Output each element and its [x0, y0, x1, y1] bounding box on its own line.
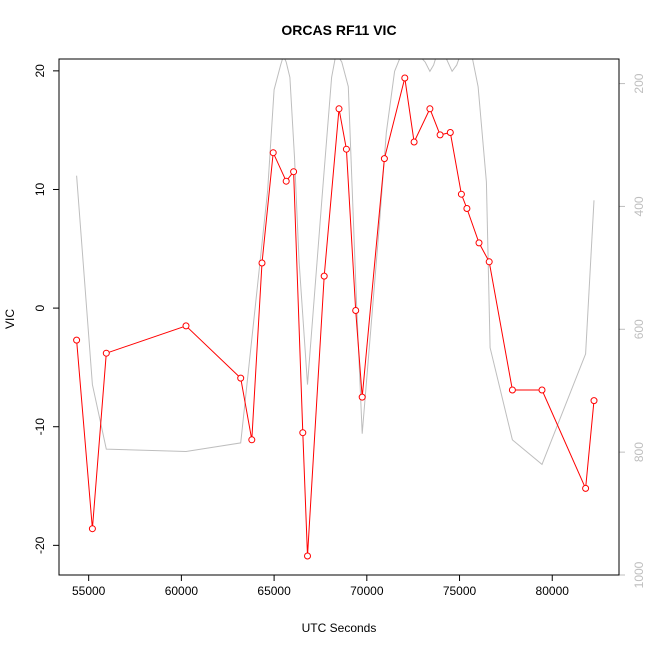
- y-tick-label: -10: [33, 418, 47, 436]
- chart-title: ORCAS RF11 VIC: [281, 22, 396, 38]
- vic-series-line: [76, 77, 595, 557]
- vic-data-point: [358, 393, 366, 401]
- vic-data-point: [352, 307, 360, 314]
- vic-data-point: [436, 131, 444, 139]
- vic-data-point: [485, 258, 493, 266]
- vic-data-point: [290, 168, 298, 176]
- vic-data-point: [463, 205, 471, 212]
- right-y-axis: 200 400 600 800 1000: [619, 73, 646, 588]
- plot-frame: [58, 58, 620, 576]
- series-layer: [73, 59, 598, 560]
- vic-data-point: [335, 105, 343, 113]
- vic-data-point: [73, 336, 81, 344]
- x-axis-label: UTC Seconds: [302, 621, 377, 635]
- right-y-tick-label: 200: [632, 73, 646, 93]
- vic-data-point: [88, 525, 96, 533]
- x-tick-label: 80000: [536, 584, 570, 598]
- x-axis: 55000 60000 65000 70000 75000 80000: [72, 574, 570, 598]
- vic-data-point: [320, 272, 328, 280]
- vic-data-point: [446, 129, 454, 136]
- secondary-series-line: [76, 59, 595, 466]
- vic-data-point: [102, 349, 110, 357]
- vic-data-point: [237, 374, 245, 382]
- x-tick-label: 65000: [257, 584, 291, 598]
- vic-data-point: [258, 259, 266, 267]
- y-tick-label: -20: [33, 536, 47, 554]
- y-tick-label: 20: [33, 64, 47, 78]
- right-y-tick-label: 600: [632, 319, 646, 339]
- right-y-tick-label: 800: [632, 442, 646, 462]
- y-tick-label: 10: [33, 182, 47, 196]
- x-tick-label: 75000: [443, 584, 477, 598]
- vic-data-point: [590, 397, 598, 405]
- vic-data-point: [475, 239, 483, 247]
- vic-data-point: [342, 145, 350, 153]
- vic-data-point: [410, 138, 418, 146]
- vic-data-point: [508, 386, 516, 394]
- y-axis-label: VIC: [3, 309, 17, 329]
- vic-data-point: [282, 177, 290, 185]
- x-tick-label: 55000: [72, 584, 106, 598]
- vic-data-point: [426, 105, 434, 113]
- vic-data-point: [538, 386, 546, 394]
- vic-data-point: [299, 429, 307, 437]
- vic-data-point: [304, 552, 311, 560]
- vic-data-point: [457, 190, 465, 198]
- vic-data-point: [182, 322, 190, 330]
- y-axis: -20 -10 0 10 20: [33, 64, 60, 554]
- vic-data-point: [380, 155, 388, 163]
- y-tick-label: 0: [33, 304, 47, 311]
- vic-data-point: [248, 436, 256, 444]
- vic-data-point: [401, 74, 409, 82]
- right-y-tick-label: 400: [632, 196, 646, 216]
- x-tick-label: 70000: [350, 584, 384, 598]
- vic-data-point: [269, 149, 277, 157]
- vic-data-point: [582, 484, 590, 492]
- right-y-tick-label: 1000: [632, 561, 646, 588]
- x-tick-label: 60000: [165, 584, 199, 598]
